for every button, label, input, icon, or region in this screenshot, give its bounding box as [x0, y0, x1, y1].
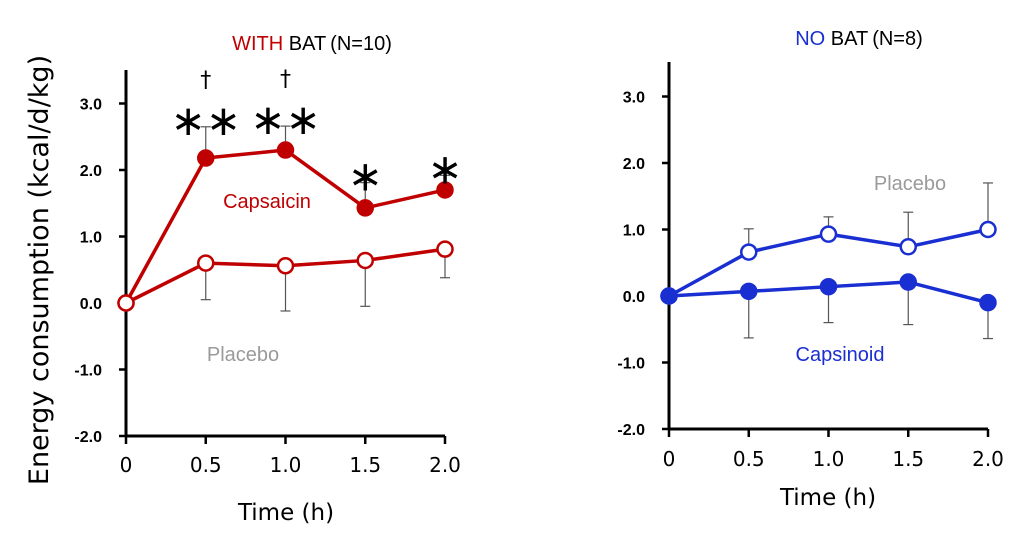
series-capsaicin: [117, 141, 454, 312]
chart-no-bat: NO BAT (N=8) Time (h) Placebo Capsinoid …: [617, 28, 1003, 511]
significance-stars: ∗: [348, 152, 383, 201]
x-tick-label: 0.5: [733, 447, 765, 471]
chart-title: WITH BAT (N=10): [232, 33, 392, 55]
data-point: [356, 251, 374, 270]
y-axis-label: Energy consumption (kcal/d/kg): [24, 55, 55, 485]
significance-stars: ∗∗: [250, 95, 320, 144]
data-point: [436, 181, 454, 199]
x-axis-label: Time (h): [237, 500, 334, 526]
y-tick-label: -2.0: [617, 422, 645, 439]
data-point: [356, 199, 374, 217]
data-point: [740, 243, 758, 261]
x-tick-label: 0.5: [190, 453, 222, 477]
y-tick-label: 3.0: [623, 90, 645, 107]
y-tick-label: 1.0: [623, 223, 645, 240]
data-point: [660, 287, 678, 305]
data-point: [276, 141, 295, 159]
y-tick-label: 1.0: [80, 230, 102, 247]
x-tick-label: 0: [120, 453, 133, 477]
significance-stars: ∗∗: [171, 96, 241, 145]
data-point: [197, 149, 215, 167]
axes: 3.0 2.0 1.0 0.0 -1.0 -2.0 0 0.5 1.0 1.5 2.0: [74, 70, 461, 477]
significance-stars: ∗: [427, 144, 462, 193]
series-placebo: [117, 240, 454, 312]
title-rest: BAT: [283, 33, 326, 55]
title-rest: BAT: [825, 28, 868, 50]
y-tick-label: -1.0: [74, 363, 102, 380]
y-tick-label: 2.0: [623, 156, 645, 173]
y-tick-label: 0.0: [80, 296, 102, 313]
x-tick-label: 0: [663, 447, 676, 471]
title-highlight: NO: [795, 28, 825, 50]
data-point: [819, 277, 838, 296]
chart-with-bat: WITH BAT (N=10) Time (h) Capsaicin Place…: [74, 33, 462, 526]
series-label-placebo: Placebo: [874, 173, 946, 195]
x-tick-label: 1.5: [349, 453, 381, 477]
significance-dagger: †: [200, 68, 211, 93]
x-axis-label: Time (h): [779, 485, 876, 511]
error-bars-placebo: [200, 249, 450, 312]
series-label-capsaicin: Capsaicin: [223, 191, 311, 213]
y-tick-label: -2.0: [74, 429, 102, 446]
data-point: [117, 294, 135, 312]
series-capsinoid: [660, 273, 997, 312]
y-tick-label: -1.0: [617, 356, 645, 373]
x-tick-label: 2.0: [972, 447, 1004, 471]
data-point: [740, 282, 758, 301]
title-n: (N=10): [326, 33, 392, 55]
title-n: (N=8): [868, 28, 923, 50]
series-placebo: [660, 220, 997, 305]
y-tick-label: 3.0: [80, 97, 102, 114]
significance-markers: ∗∗†∗∗†∗ ∗: [171, 67, 463, 201]
data-point: [276, 257, 295, 275]
y-tick-label: 2.0: [80, 163, 102, 180]
significance-dagger: †: [280, 67, 291, 92]
data-point: [436, 240, 454, 258]
x-tick-label: 2.0: [429, 453, 461, 477]
data-point: [899, 273, 917, 291]
y-tick-label: 0.0: [623, 289, 645, 306]
data-point: [819, 225, 838, 243]
axes: 3.0 2.0 1.0 0.0 -1.0 -2.0 0 0.5 1.0 1.5 2.0: [617, 62, 1004, 471]
series-label-capsinoid: Capsinoid: [796, 344, 885, 366]
series-label-placebo: Placebo: [207, 344, 279, 366]
data-point: [899, 238, 917, 256]
data-point: [979, 293, 997, 312]
data-point: [197, 254, 215, 272]
x-tick-label: 1.0: [270, 453, 302, 477]
x-tick-label: 1.5: [892, 447, 924, 471]
chart-title: NO BAT (N=8): [795, 28, 923, 50]
x-tick-label: 1.0: [813, 447, 845, 471]
data-point: [979, 220, 997, 239]
title-highlight: WITH: [232, 33, 283, 55]
